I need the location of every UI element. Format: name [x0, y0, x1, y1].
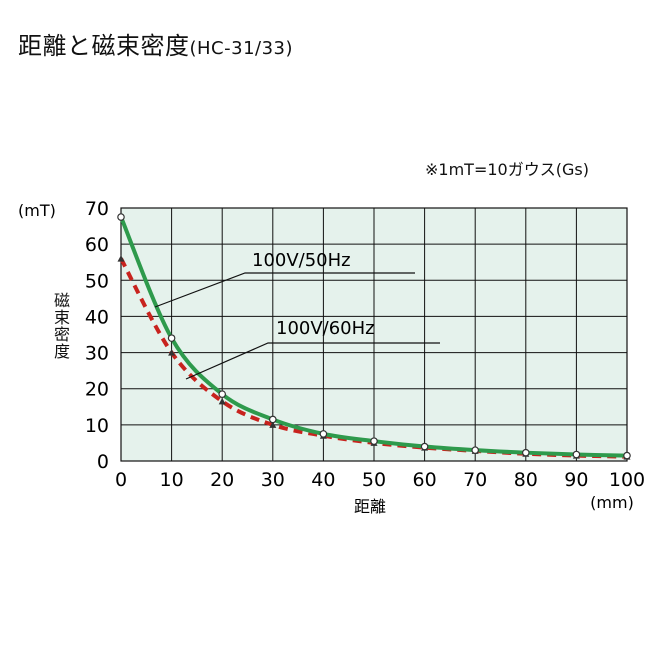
series-label: 100V/50Hz: [252, 250, 351, 271]
data-point: [623, 451, 631, 460]
series-lines: [119, 216, 628, 459]
x-tick-label: 10: [160, 469, 184, 491]
data-point: [370, 437, 378, 445]
x-tick-label: 80: [514, 469, 538, 491]
y-tick-labels: 0 10 20 30 40 50 60 70: [85, 198, 109, 473]
chart-title-main: 距離と磁束密度: [18, 32, 190, 60]
data-point: [269, 421, 277, 428]
x-axis-unit: (mm): [590, 493, 634, 512]
data-point: [268, 415, 277, 424]
x-tick-labels: 0 10 20 30 40 50 60 70 80 90 100: [115, 469, 645, 491]
data-point: [117, 213, 125, 221]
y-tick-label: 0: [97, 451, 109, 473]
x-tick-label: 20: [210, 469, 234, 491]
y-tick-label: 40: [85, 306, 109, 328]
data-point: [319, 430, 328, 438]
x-tick-label: 0: [115, 469, 127, 491]
y-axis-label: 磁束密度: [51, 292, 70, 360]
x-tick-label: 60: [413, 469, 437, 491]
leader-line: [185, 342, 440, 380]
x-tick-label: 100: [609, 469, 645, 491]
y-tick-label: 20: [85, 379, 109, 401]
y-tick-label: 70: [85, 198, 109, 220]
series-markers: [117, 213, 631, 460]
data-point: [471, 446, 480, 454]
data-point: [168, 349, 176, 356]
y-axis-unit: (mT): [18, 201, 56, 220]
data-point: [167, 334, 176, 342]
leader-line: [154, 272, 415, 308]
unit-conversion-note: ※1mT=10ガウス(Gs): [425, 160, 589, 179]
data-point: [420, 442, 429, 451]
data-point: [117, 255, 125, 262]
series-label: 100V/60Hz: [276, 318, 375, 339]
x-tick-label: 50: [362, 469, 386, 491]
series-callouts: 100V/50Hz 100V/60Hz: [154, 250, 440, 380]
x-tick-label: 30: [261, 469, 285, 491]
x-axis-label: 距離: [354, 497, 386, 516]
data-point: [521, 448, 530, 457]
series-line: [119, 216, 628, 458]
x-tick-label: 90: [564, 469, 588, 491]
x-tick-label: 40: [311, 469, 335, 491]
data-point: [572, 450, 581, 459]
chart-title-model: (HC-31/33): [189, 38, 294, 59]
y-tick-label: 10: [85, 415, 109, 437]
chart-title: 距離と磁束密度(HC-31/33): [18, 26, 293, 61]
y-tick-label: 30: [85, 343, 109, 365]
x-tick-label: 70: [463, 469, 487, 491]
y-tick-label: 60: [85, 234, 109, 256]
data-point: [218, 397, 226, 405]
data-point: [218, 390, 227, 398]
y-tick-label: 50: [85, 270, 109, 292]
